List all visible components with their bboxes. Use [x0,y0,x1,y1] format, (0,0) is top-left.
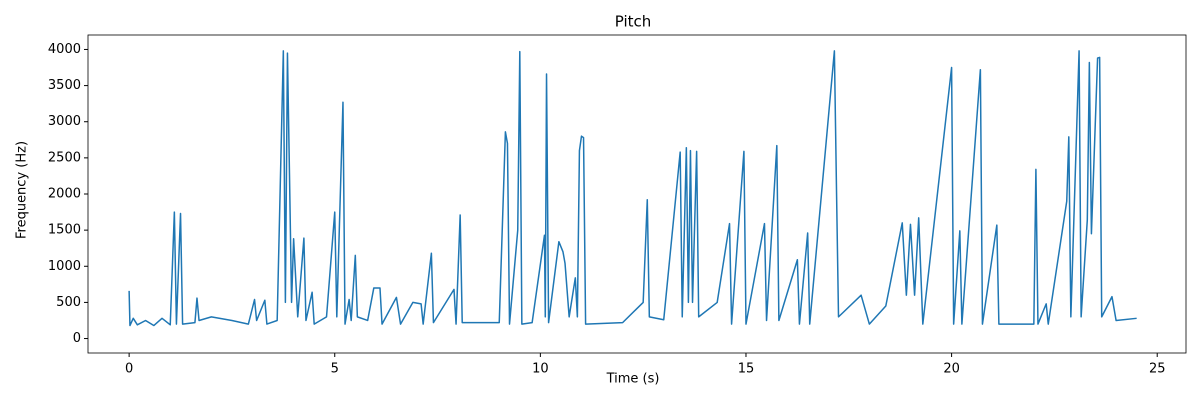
chart-title: Pitch [615,13,652,31]
y-tick-label: 3000 [48,114,81,129]
y-tick-label: 1000 [48,259,81,274]
x-tick-label: 15 [738,362,755,377]
y-axis-label: Frequency (Hz) [15,141,30,239]
y-tick-label: 1500 [48,223,81,238]
x-tick-label: 5 [331,362,339,377]
x-tick-label: 10 [532,362,549,377]
x-tick-label: 25 [1149,362,1166,377]
x-tick-label: 0 [125,362,133,377]
y-tick-label: 4000 [48,42,81,57]
plot-frame [87,34,1187,354]
y-tick-label: 2500 [48,150,81,165]
x-axis-label: Time (s) [606,372,660,387]
x-tick-label: 20 [943,362,960,377]
y-tick-label: 0 [73,331,81,346]
y-tick-label: 500 [56,295,81,310]
line [128,50,1137,327]
y-tick-label: 3500 [48,78,81,93]
y-tick-label: 2000 [48,187,81,202]
